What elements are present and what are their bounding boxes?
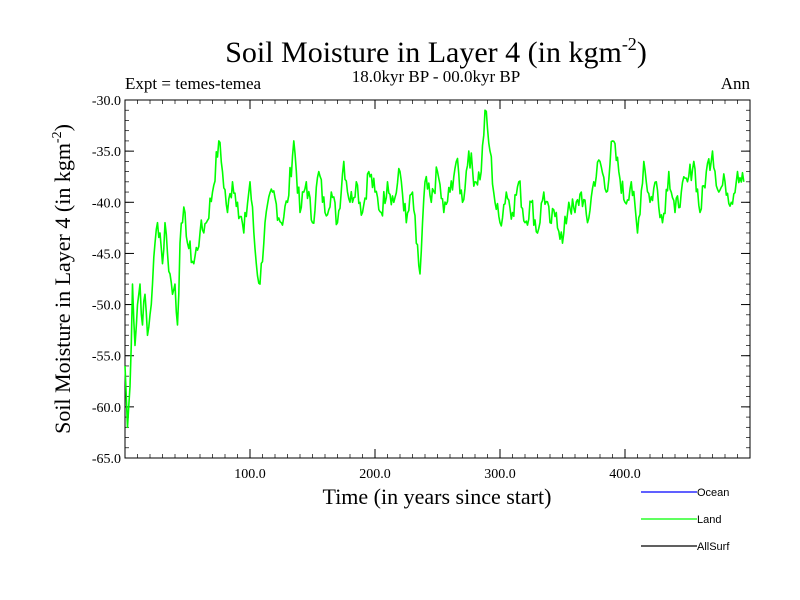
x-tick-label: 100.0	[234, 467, 266, 482]
minor-ticks	[125, 99, 750, 459]
x-axis-ticks: 100.0 200.0 300.0 400.0	[234, 100, 641, 482]
plot-frame	[124, 99, 751, 459]
x-axis-label: Time (in years since start)	[323, 484, 552, 509]
y-tick-label: -40.0	[92, 196, 121, 211]
experiment-label: Expt = temes-temea	[125, 74, 262, 93]
y-tick-label: -30.0	[92, 94, 121, 109]
y-axis-label-close: )	[50, 124, 75, 131]
chart-title-close: )	[637, 36, 647, 69]
chart-title: Soil Moisture in Layer 4 (in kgm-2)	[225, 34, 647, 69]
series-line-land	[124, 109, 745, 429]
chart-title-superscript: -2	[622, 34, 637, 54]
legend-label-allsurf: AllSurf	[697, 541, 730, 553]
time-range-label: 18.0kyr BP - 00.0kyr BP	[352, 67, 520, 86]
y-tick-label: -65.0	[92, 452, 121, 467]
chart-title-main: Soil Moisture in Layer 4 (in kgm	[225, 36, 622, 69]
y-tick-label: -45.0	[92, 247, 121, 262]
series-layer	[124, 109, 745, 429]
y-tick-label: -60.0	[92, 401, 121, 416]
y-tick-label: -55.0	[92, 350, 121, 365]
x-tick-label: 400.0	[609, 467, 641, 482]
legend: Ocean Land AllSurf	[641, 487, 730, 553]
x-tick-label: 200.0	[359, 467, 391, 482]
legend-label-ocean: Ocean	[697, 487, 729, 499]
y-axis-label-superscript: -2	[50, 131, 65, 143]
y-tick-label: -35.0	[92, 145, 121, 160]
y-axis-ticks: -65.0 -60.0 -55.0 -50.0 -45.0 -40.0 -35.0 -30.0	[92, 94, 750, 467]
y-axis-label: Soil Moisture in Layer 4 (in kgm-2)	[50, 124, 75, 434]
y-axis-label-main: Soil Moisture in Layer 4 (in kgm	[50, 143, 75, 434]
y-tick-label: -50.0	[92, 299, 121, 314]
season-label: Ann	[721, 74, 751, 93]
legend-label-land: Land	[697, 514, 721, 526]
x-tick-label: 300.0	[484, 467, 516, 482]
